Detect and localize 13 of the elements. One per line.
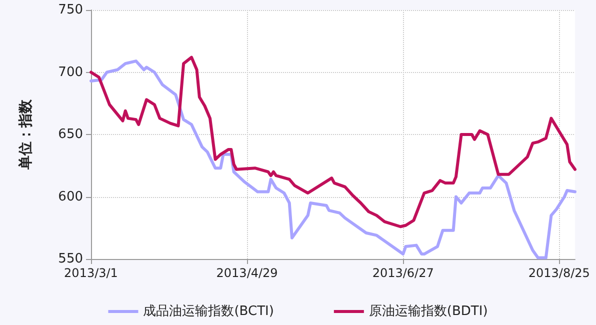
y-tick-label: 700 — [58, 64, 83, 80]
x-tick-label: 2013/6/27 — [372, 266, 434, 280]
y-tick-label: 650 — [58, 127, 83, 142]
legend-label: 成品油运输指数(BCTI) — [143, 304, 274, 319]
x-tick-label: 2013/8/25 — [528, 266, 590, 280]
x-tick-label: 2013/3/1 — [64, 266, 118, 280]
y-axis-title: 单位：指数 — [18, 98, 34, 170]
y-tick-label: 750 — [58, 2, 83, 18]
x-tick-label: 2013/4/29 — [216, 266, 278, 280]
y-tick-label: 600 — [58, 189, 83, 204]
line-series — [90, 56, 576, 228]
legend-label: 原油运输指数(BDTI) — [368, 304, 488, 319]
y-tick-label: 550 — [58, 252, 83, 266]
